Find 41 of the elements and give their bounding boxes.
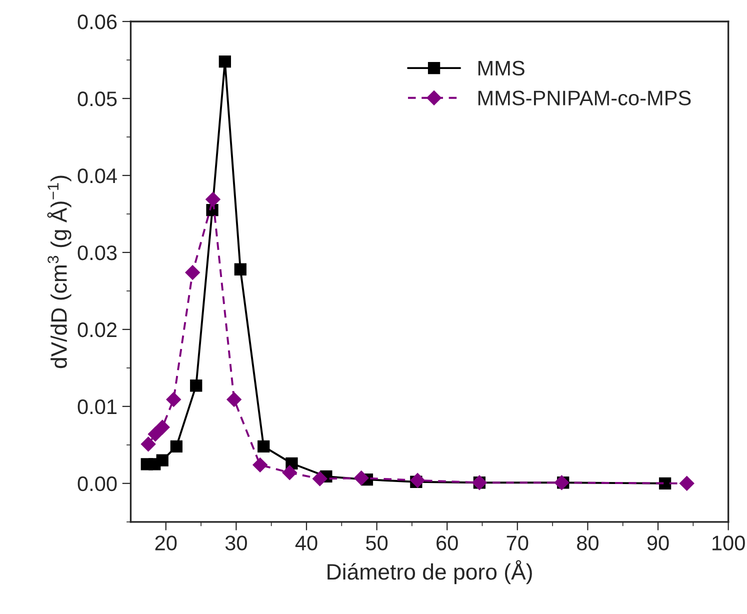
x-tick-label: 60	[436, 536, 458, 550]
point	[312, 471, 328, 486]
x-axis-title: Diámetro de poro (Å)	[328, 560, 532, 584]
point	[166, 392, 182, 407]
point	[154, 420, 170, 435]
x-tick-label: 20	[155, 536, 177, 550]
x-tick-label: 90	[647, 536, 669, 550]
point	[206, 192, 220, 207]
x-tick-label: 70	[506, 536, 528, 550]
x-tick-label: 30	[225, 536, 247, 550]
y-tick-label: 0.01	[78, 399, 117, 414]
point	[140, 436, 156, 452]
x-tick-label: 100	[712, 536, 745, 550]
y-tick-label: 0.02	[78, 322, 116, 338]
legend-label: MMS	[478, 60, 524, 76]
point	[190, 380, 202, 392]
point	[258, 440, 270, 453]
point	[554, 475, 570, 490]
point	[234, 263, 246, 276]
y-tick-label: 0.00	[78, 476, 117, 492]
point	[218, 55, 232, 68]
point	[252, 458, 268, 472]
point	[410, 472, 425, 488]
point	[282, 465, 298, 480]
point	[170, 440, 182, 453]
y-tick-label: 0.04	[78, 168, 117, 184]
point	[354, 470, 369, 486]
x-tick-label: 40	[295, 536, 318, 550]
point	[185, 265, 200, 280]
legend-label: MMS-PNIPAM-co-MPS	[478, 90, 691, 106]
x-tick-label: 50	[366, 536, 388, 550]
point	[226, 392, 242, 407]
y-tick-label: 0.06	[78, 14, 117, 30]
point	[148, 426, 163, 442]
y-axis-title: dV/dD (cm$^{3}$ (g Å)$^{−1}$)	[47, 176, 72, 368]
point	[658, 477, 672, 490]
point	[156, 454, 168, 466]
y-tick-label: 0.05	[78, 91, 117, 106]
point	[679, 476, 694, 491]
y-tick-label: 0.03	[78, 245, 117, 260]
x-tick-label: 80	[577, 536, 598, 550]
